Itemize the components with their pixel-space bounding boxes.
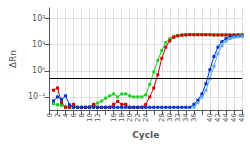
svg-text:42: 42 xyxy=(214,113,222,122)
svg-text:30: 30 xyxy=(166,113,174,122)
svg-text:12: 12 xyxy=(94,113,102,122)
svg-text:24: 24 xyxy=(142,112,150,121)
svg-text:ΔRn: ΔRn xyxy=(8,50,18,68)
svg-text:16: 16 xyxy=(110,112,118,121)
svg-text:28: 28 xyxy=(158,113,166,122)
svg-text:10: 10 xyxy=(86,113,94,122)
svg-text:2: 2 xyxy=(54,113,62,117)
svg-text:48: 48 xyxy=(238,113,246,122)
svg-text:4: 4 xyxy=(62,112,70,117)
svg-text:0: 0 xyxy=(46,113,54,117)
svg-text:44: 44 xyxy=(222,112,230,121)
svg-text:6: 6 xyxy=(70,112,78,117)
svg-text:20: 20 xyxy=(126,113,134,122)
svg-text:10⁰: 10⁰ xyxy=(32,66,45,75)
svg-text:8: 8 xyxy=(78,113,86,117)
svg-text:Cycle: Cycle xyxy=(132,130,159,140)
svg-text:22: 22 xyxy=(134,113,142,122)
svg-text:34: 34 xyxy=(182,112,190,121)
svg-text:32: 32 xyxy=(174,113,182,122)
svg-text:10⁻¹: 10⁻¹ xyxy=(28,92,46,101)
svg-text:18: 18 xyxy=(118,113,126,122)
svg-text:46: 46 xyxy=(230,112,238,121)
svg-text:10²: 10² xyxy=(32,14,45,23)
svg-text:36: 36 xyxy=(190,112,198,121)
svg-text:10¹: 10¹ xyxy=(32,40,45,49)
svg-text:40: 40 xyxy=(206,113,214,122)
